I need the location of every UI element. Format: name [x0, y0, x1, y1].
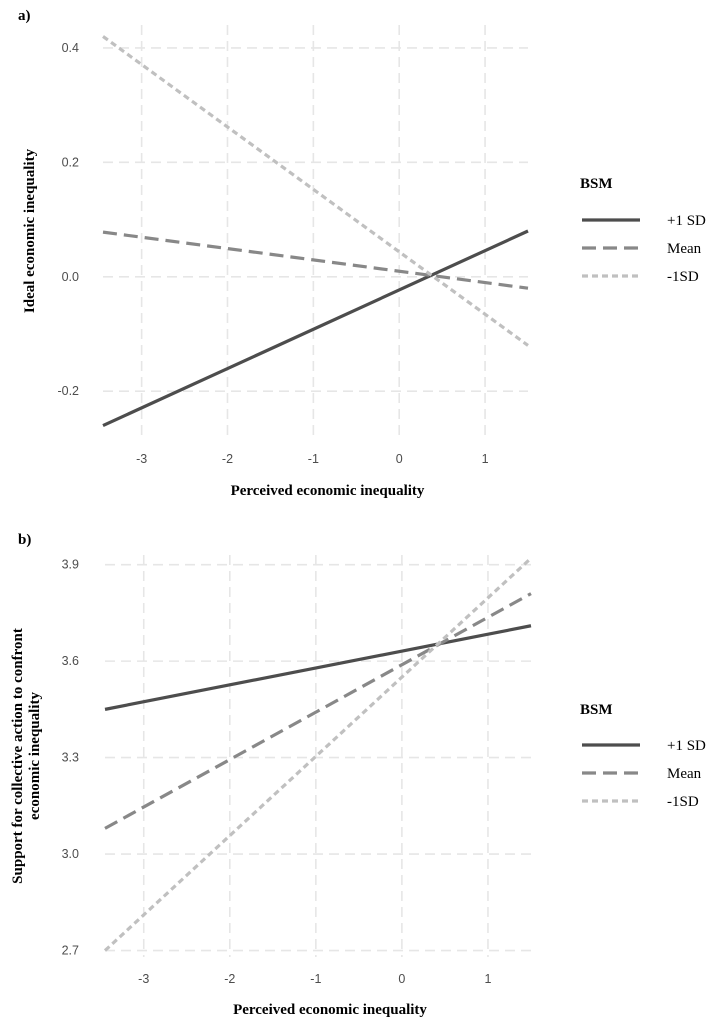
- chart-b-legend-label-1: +1 SD: [667, 738, 706, 754]
- chart-a-series-line-3: [102, 35, 529, 347]
- chart-b-legend-label-3: -1SD: [667, 794, 699, 810]
- chart-b-legend: BSM +1 SD Mean -1SD: [580, 702, 706, 810]
- chart-a-series-line-2: [102, 230, 529, 290]
- chart-a-legend: BSM +1 SD Mean -1SD: [580, 176, 706, 285]
- chart-a-y-tick-label: 0.0: [62, 270, 79, 284]
- chart-b-y-tick-label: 3.9: [62, 558, 79, 572]
- chart-b-series-line-1: [104, 624, 532, 711]
- chart-a-legend-label-3: -1SD: [667, 269, 699, 285]
- chart-b-legend-title: BSM: [580, 702, 613, 718]
- chart-b-y-tick-label: 3.6: [62, 654, 79, 668]
- chart-a-series-line-1: [102, 229, 529, 428]
- chart-b-y-tick-label: 2.7: [62, 944, 79, 958]
- chart-a-x-tick-label: 0: [396, 452, 403, 466]
- chart-a-x-tick-label: -2: [222, 452, 233, 466]
- chart-b-y-tick-label: 3.3: [62, 751, 79, 765]
- chart-b-x-tick-label: 1: [484, 972, 491, 986]
- chart-b-x-tick-label: -1: [310, 972, 321, 986]
- chart-a-x-axis-title: Perceived economic inequality: [231, 483, 425, 499]
- chart-a-panel-label: a): [18, 8, 31, 24]
- chart-b-y-axis-title-line: Support for collective action to confron…: [10, 628, 26, 884]
- chart-a: a) -3 -2 -1 0 1 -0.2 0.0 0.2 0.4 Perceived economi…: [18, 8, 706, 499]
- chart-b-x-tick-label: -2: [224, 972, 235, 986]
- chart-b-x-tick-label: 0: [398, 972, 405, 986]
- chart-b-panel-label: b): [18, 532, 31, 548]
- chart-b-series-line-2: [104, 592, 532, 830]
- chart-a-legend-label-2: Mean: [667, 241, 702, 257]
- chart-b: b) -3 -2 -1 0 1 2.7 3.0 3.3 3.6 3.9 Perceived econo…: [10, 532, 706, 1018]
- chart-a-x-tick-label: -1: [308, 452, 319, 466]
- chart-a-y-tick-label: 0.2: [62, 155, 79, 169]
- chart-a-y-tick-label: -0.2: [57, 384, 79, 398]
- chart-b-y-axis-title-line: economic inequality: [27, 692, 43, 820]
- chart-a-y-axis-title: Ideal economic inequality: [22, 148, 38, 313]
- chart-b-legend-label-2: Mean: [667, 766, 702, 782]
- chart-a-x-tick-label: -3: [136, 452, 147, 466]
- chart-a-legend-label-1: +1 SD: [667, 213, 706, 229]
- chart-a-legend-title: BSM: [580, 176, 613, 192]
- chart-b-y-axis-title: Support for collective action to confron…: [10, 628, 43, 884]
- chart-b-x-tick-label: -3: [138, 972, 149, 986]
- chart-b-y-tick-label: 3.0: [62, 847, 79, 861]
- chart-b-x-axis-title: Perceived economic inequality: [233, 1002, 427, 1018]
- chart-a-x-tick-label: 1: [482, 452, 489, 466]
- chart-a-y-tick-label: 0.4: [62, 41, 79, 55]
- chart-b-series-line-3: [103, 557, 533, 952]
